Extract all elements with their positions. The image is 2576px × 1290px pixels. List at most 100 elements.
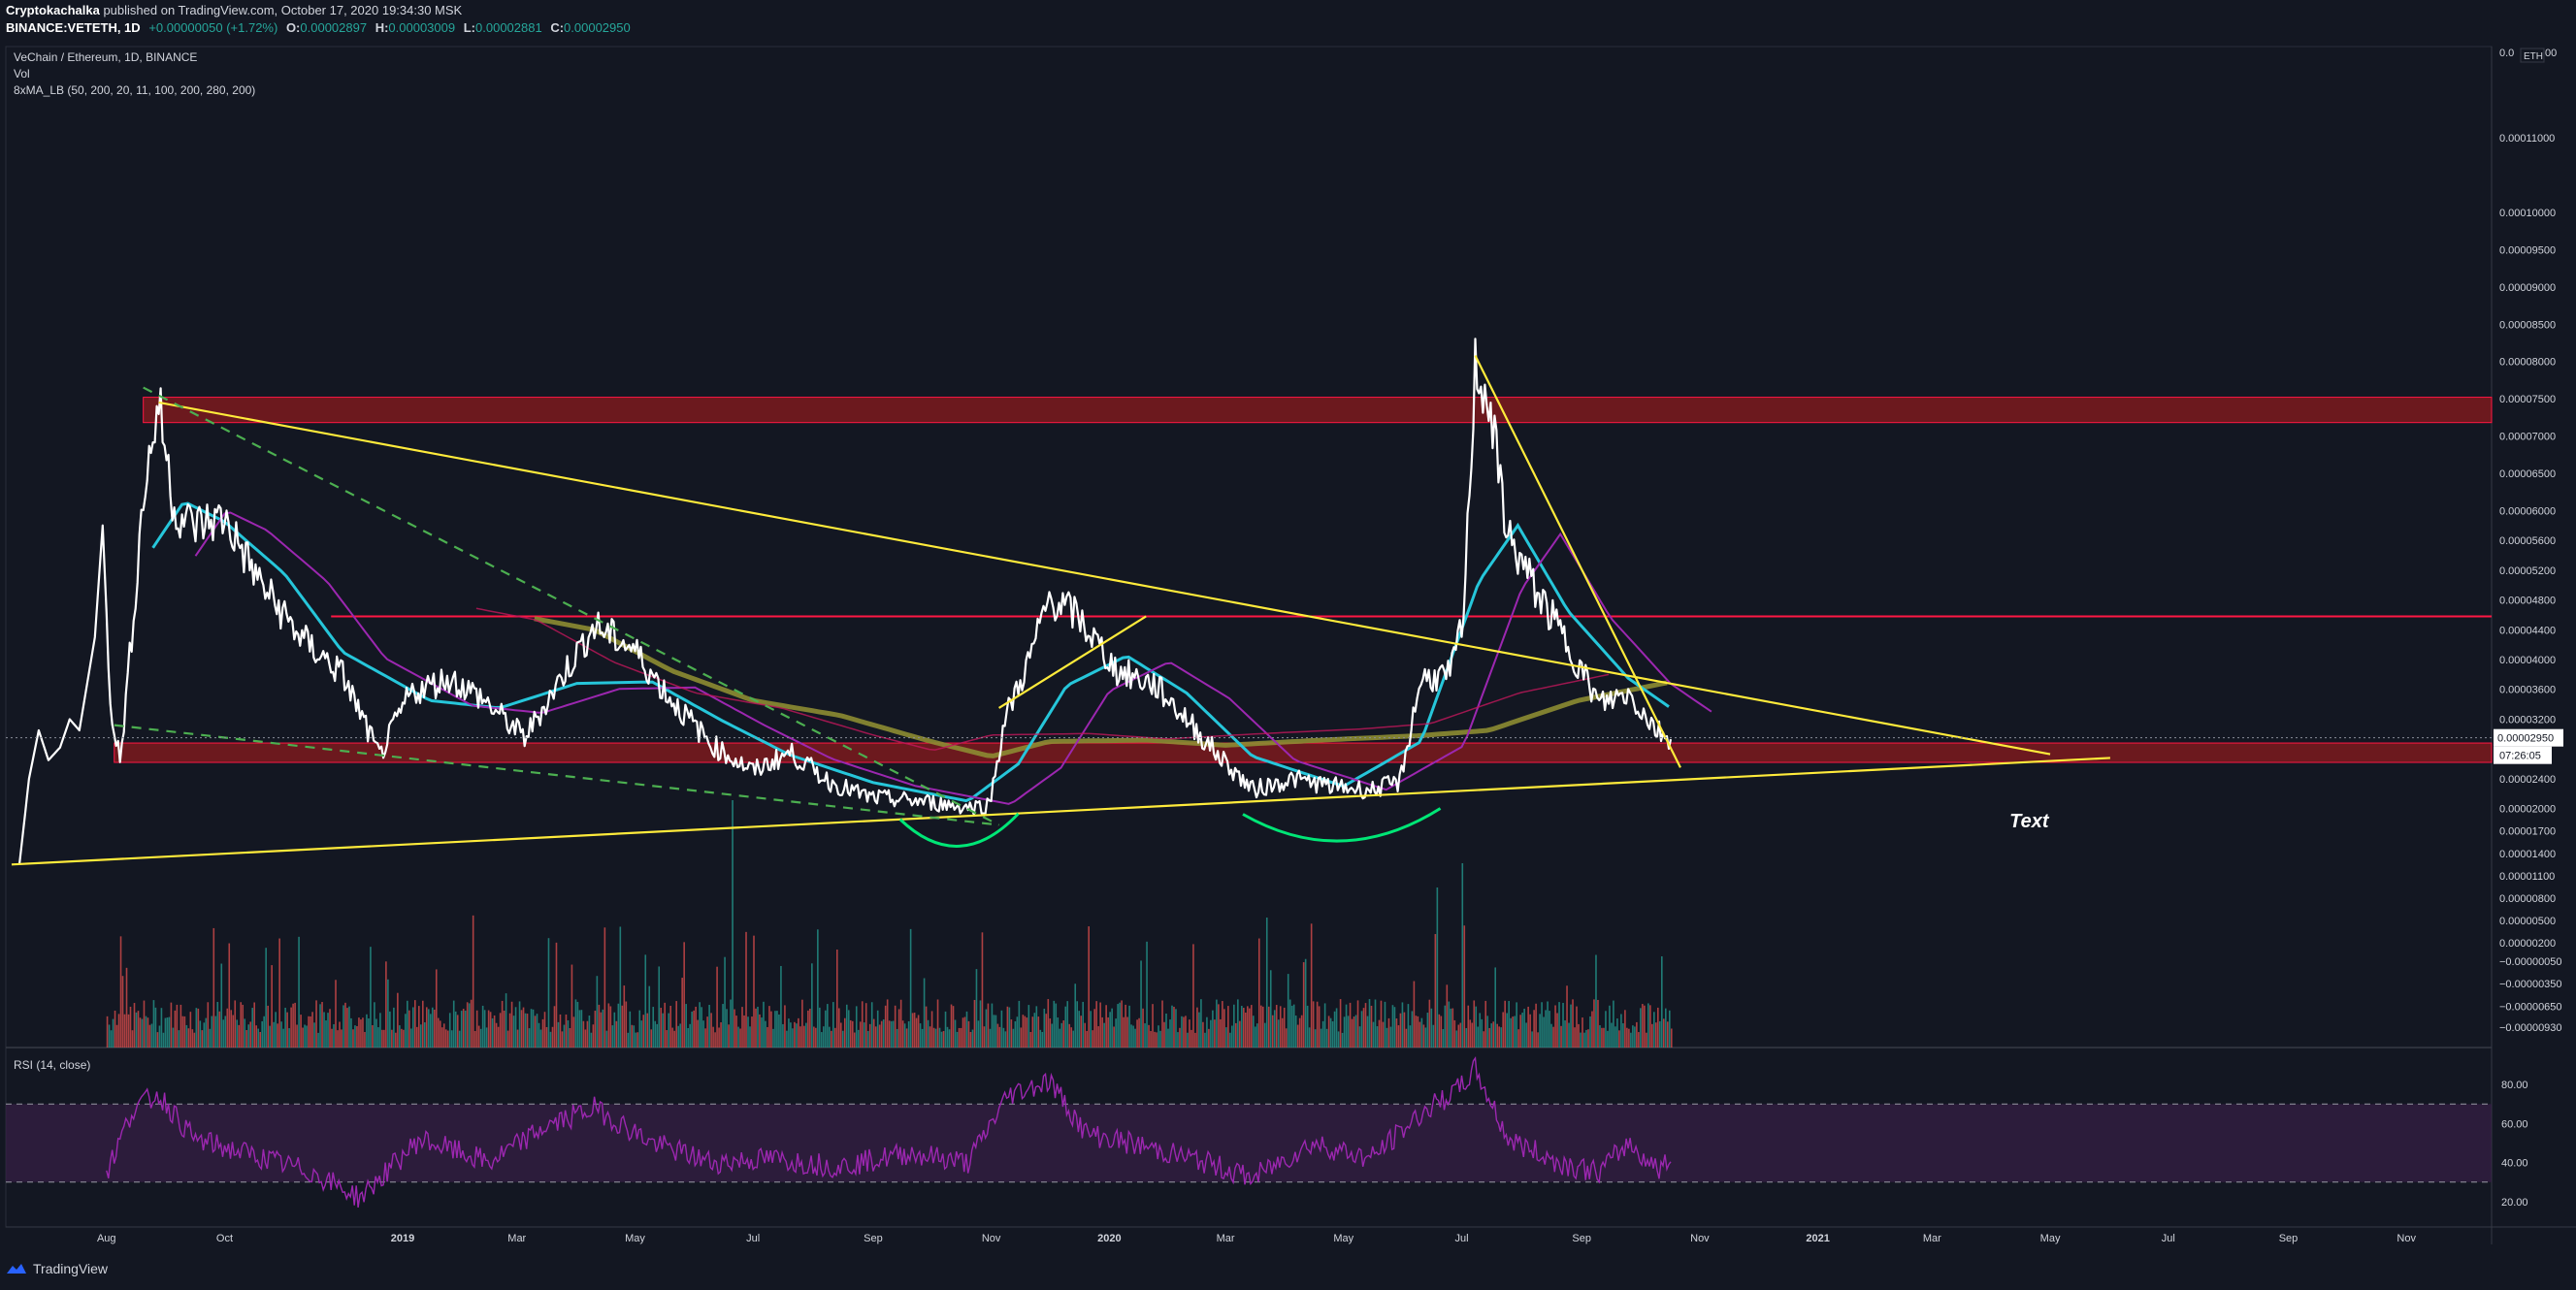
dashed-channel-line[interactable] — [114, 724, 999, 826]
volume-bar — [466, 1002, 469, 1048]
volume-bar — [559, 1014, 562, 1048]
volume-bar — [1519, 1015, 1521, 1048]
volume-bar — [325, 1020, 327, 1048]
volume-bar — [1088, 926, 1090, 1048]
volume-bar — [483, 1010, 486, 1048]
volume-bar — [809, 1008, 811, 1048]
volume-bar — [1632, 1025, 1634, 1048]
volume-bar — [1337, 1031, 1340, 1048]
volume-bar — [425, 1007, 428, 1048]
volume-bar — [638, 1010, 641, 1048]
volume-bar — [156, 1032, 159, 1048]
volume-bar — [1206, 1016, 1208, 1048]
volume-bar — [1300, 1015, 1303, 1048]
volume-bar — [835, 949, 838, 1048]
volume-bar — [1239, 1020, 1241, 1048]
volume-bar — [1148, 1024, 1150, 1048]
volume-bar — [1651, 1023, 1653, 1048]
dashed-channel-line[interactable] — [143, 386, 1000, 826]
trendline[interactable] — [998, 615, 1147, 709]
volume-bar — [460, 1011, 463, 1048]
volume-bar — [751, 1016, 753, 1048]
volume-bar — [1024, 1016, 1027, 1048]
volume-bar — [574, 999, 577, 1048]
volume-bar — [174, 1010, 177, 1048]
volume-bar — [805, 1022, 807, 1048]
volume-bar — [868, 1023, 871, 1048]
volume-bar — [1405, 1028, 1408, 1048]
volume-bar — [1516, 1002, 1517, 1048]
volume-bar — [512, 1016, 515, 1048]
volume-bar — [1401, 1002, 1404, 1048]
volume-bar — [1428, 999, 1431, 1048]
volume-bar — [603, 927, 606, 1048]
volume-bar — [1372, 1021, 1375, 1048]
volume-bar — [584, 1029, 587, 1048]
volume-bar — [1302, 962, 1305, 1048]
volume-bar — [549, 1031, 552, 1048]
volume-bar — [625, 1001, 628, 1048]
volume-bar — [1601, 1027, 1603, 1048]
rsi-band — [6, 1104, 2492, 1182]
volume-bar — [1628, 1028, 1630, 1048]
volume-bar — [576, 1001, 579, 1048]
volume-bar — [1560, 1025, 1562, 1048]
volume-bar — [925, 1006, 928, 1048]
volume-bar — [708, 1005, 710, 1048]
currency-badge[interactable] — [2520, 48, 2545, 63]
price-tick-label: 0.00001400 — [2499, 849, 2556, 860]
volume-bar — [1387, 1017, 1390, 1048]
volume-bar — [164, 1017, 167, 1048]
close-label: C: — [550, 20, 565, 35]
volume-bar — [470, 999, 473, 1048]
time-tick-label: 2021 — [1806, 1233, 1829, 1244]
volume-bar — [664, 1002, 667, 1048]
volume-bar — [372, 1024, 374, 1048]
volume-bar — [179, 1004, 182, 1048]
volume-bar — [1572, 999, 1574, 1048]
volume-bar — [405, 1014, 407, 1048]
volume-bar — [205, 1017, 208, 1048]
volume-bar — [1638, 1032, 1640, 1048]
volume-bar — [530, 1009, 533, 1048]
volume-bar — [472, 915, 474, 1048]
volume-bar — [991, 1003, 994, 1048]
trendline[interactable] — [11, 757, 2110, 866]
volume-bar — [154, 1007, 157, 1048]
volume-bar — [1568, 1022, 1570, 1048]
volume-bar — [749, 1026, 751, 1048]
volume-bar — [1190, 1029, 1192, 1048]
current-price-badge — [2494, 728, 2563, 747]
time-tick-label: 2019 — [391, 1233, 414, 1244]
volume-bar — [1356, 1000, 1359, 1048]
volume-bar — [374, 1002, 375, 1048]
volume-bar — [650, 1029, 653, 1048]
volume-bar — [1323, 1003, 1326, 1048]
volume-bar — [1257, 938, 1260, 1048]
volume-bar — [1208, 1028, 1210, 1048]
volume-bar — [547, 938, 550, 1048]
volume-bar — [377, 1027, 379, 1048]
volume-bar — [416, 1026, 418, 1048]
volume-bar — [1426, 1013, 1429, 1048]
trendline[interactable] — [1474, 355, 1681, 768]
volume-bar — [623, 985, 626, 1048]
price-tick-label: 0.00000200 — [2499, 938, 2556, 950]
volume-bar — [1111, 1008, 1113, 1048]
author-name[interactable]: Cryptokachalka — [6, 3, 100, 17]
volume-bar — [1549, 1011, 1550, 1048]
tradingview-footer[interactable]: TradingView — [6, 1261, 108, 1276]
volume-bar — [905, 1028, 908, 1048]
volume-bar — [121, 976, 124, 1048]
volume-bar — [119, 936, 122, 1048]
volume-bar — [1200, 999, 1202, 1048]
volume-bar — [592, 1024, 595, 1048]
volume-bar — [1041, 1031, 1044, 1048]
volume-bar — [878, 1024, 881, 1048]
volume-bar — [1084, 1022, 1086, 1048]
volume-bar — [1136, 1019, 1138, 1048]
trendline[interactable] — [158, 401, 2051, 756]
time-tick-label: Aug — [97, 1233, 116, 1244]
volume-bar — [1022, 1015, 1025, 1048]
